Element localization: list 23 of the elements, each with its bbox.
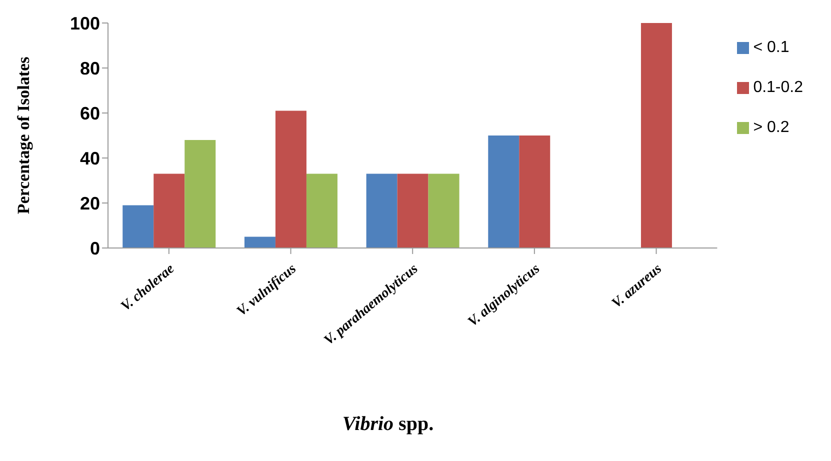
y-tick-label: 60 (80, 103, 100, 124)
bar (154, 174, 185, 248)
y-axis-title: Percentage of Isolates (14, 56, 34, 214)
bar (275, 110, 306, 248)
y-tick-label: 40 (80, 148, 100, 168)
bar (428, 174, 460, 248)
bar (397, 174, 428, 248)
legend-label: < 0.1 (753, 39, 790, 56)
bar (122, 205, 154, 248)
y-tick-label: 100 (70, 13, 100, 34)
bar (306, 174, 338, 248)
x-axis-title: Vibrio spp. (341, 413, 435, 436)
bar (366, 174, 398, 248)
bar (244, 236, 276, 248)
bar (488, 136, 520, 248)
y-tick-label: 20 (80, 193, 100, 214)
legend-label: 0.1-0.2 (753, 79, 803, 96)
bar (184, 140, 216, 248)
y-tick-label: 0 (90, 238, 100, 258)
bar (519, 136, 550, 248)
bar (640, 23, 672, 248)
legend-label: > 0.2 (753, 119, 790, 136)
y-tick-label: 80 (80, 58, 100, 78)
